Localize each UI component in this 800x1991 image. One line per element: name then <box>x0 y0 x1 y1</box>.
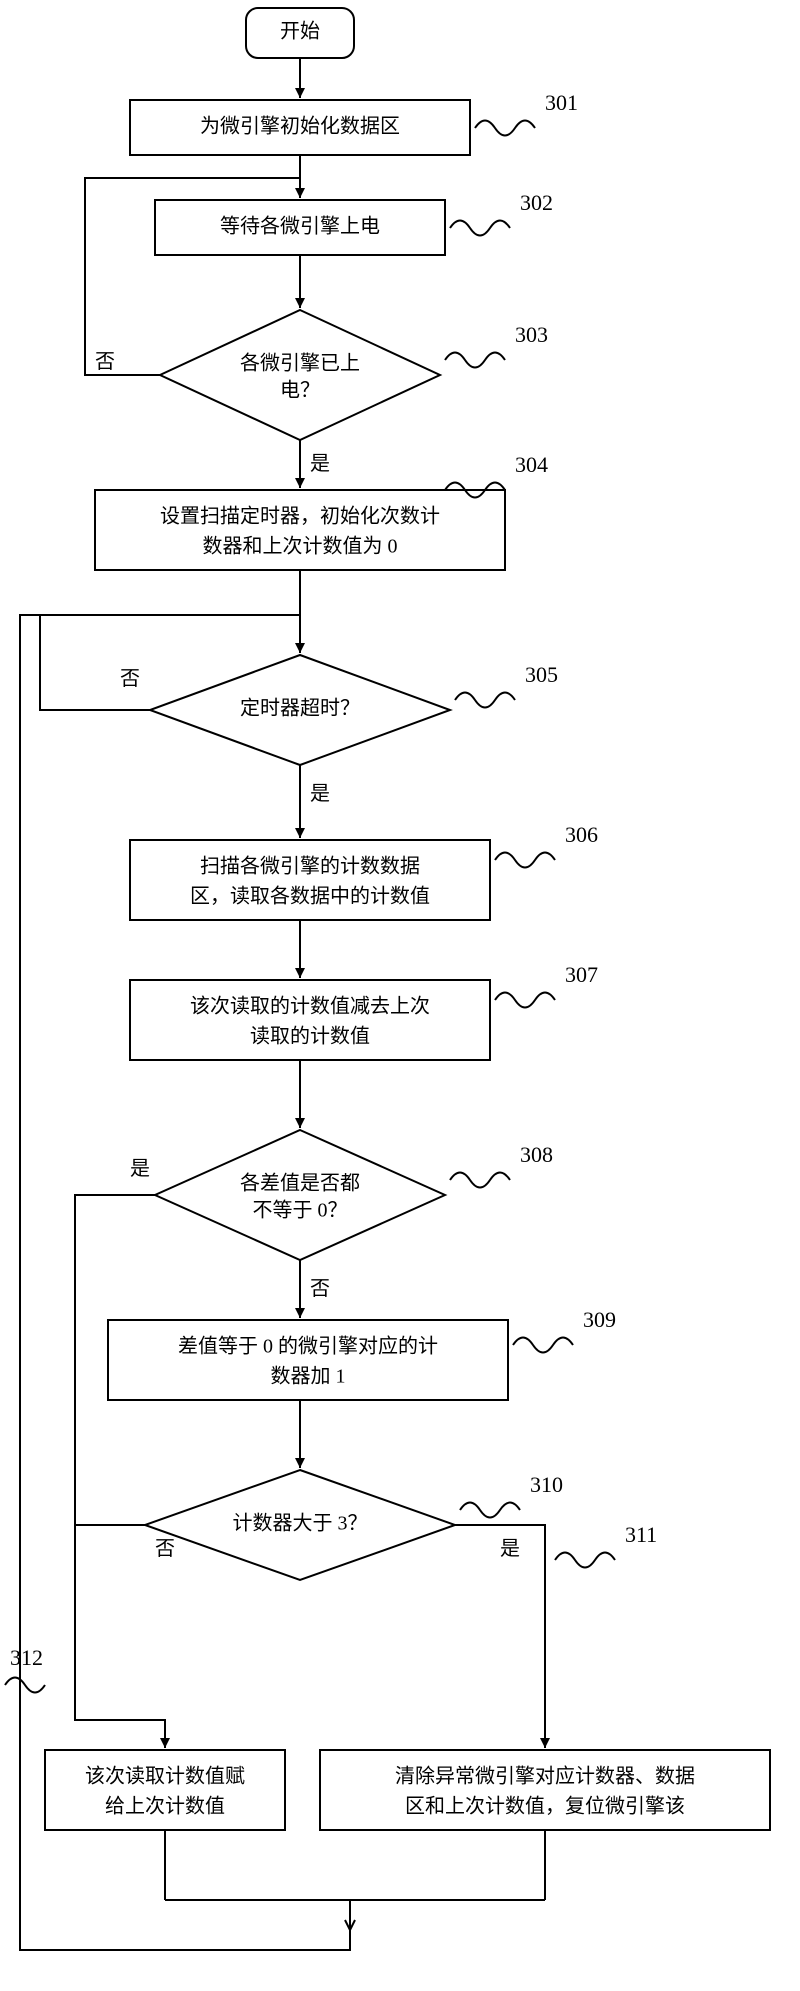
squiggle-310 <box>460 1503 520 1518</box>
node-305-label: 定时器超时？ <box>240 697 360 720</box>
num-301: 301 <box>545 90 578 115</box>
node-312-l1: 该次读取计数值赋 <box>85 1765 245 1788</box>
node-302-label: 等待各微引擎上电 <box>220 215 380 238</box>
node-303-l1: 各微引擎已上 <box>240 352 360 375</box>
label-308-no: 否 <box>310 1278 330 1300</box>
squiggle-308 <box>450 1173 510 1188</box>
label-310-yes: 是 <box>500 1538 520 1560</box>
squiggle-303 <box>445 353 505 368</box>
squiggle-307 <box>495 993 555 1008</box>
node-307 <box>130 980 490 1060</box>
squiggle-302 <box>450 221 510 236</box>
squiggle-311 <box>555 1553 615 1568</box>
label-305-yes: 是 <box>310 783 330 805</box>
num-310: 310 <box>530 1472 563 1497</box>
node-303-l2: 电？ <box>280 379 320 402</box>
num-306: 306 <box>565 822 598 847</box>
node-308 <box>155 1130 445 1260</box>
num-307: 307 <box>565 962 598 987</box>
node-308-l2: 不等于 0？ <box>253 1199 348 1222</box>
num-311: 311 <box>625 1522 657 1547</box>
node-304 <box>95 490 505 570</box>
num-304: 304 <box>515 452 548 477</box>
node-304-l2: 数器和上次计数值为 0 <box>203 535 398 558</box>
node-307-l1: 该次读取的计数值减去上次 <box>190 995 430 1018</box>
label-308-yes: 是 <box>130 1158 150 1180</box>
node-311-l1: 清除异常微引擎对应计数器、数据 <box>395 1765 695 1788</box>
node-308-l1: 各差值是否都 <box>240 1172 360 1195</box>
node-309-l1: 差值等于 0 的微引擎对应的计 <box>178 1335 438 1358</box>
node-start-label: 开始 <box>280 20 320 43</box>
squiggle-309 <box>513 1338 573 1353</box>
node-311-l2: 区和上次计数值，复位微引擎该 <box>405 1795 685 1818</box>
num-305: 305 <box>525 662 558 687</box>
node-306-l2: 区，读取各数据中的计数值 <box>190 885 430 908</box>
squiggle-306 <box>495 853 555 868</box>
squiggle-305 <box>455 693 515 708</box>
node-310-label: 计数器大于 3？ <box>233 1512 368 1535</box>
node-309 <box>108 1320 508 1400</box>
node-309-l2: 数器加 1 <box>271 1365 346 1388</box>
node-306 <box>130 840 490 920</box>
num-302: 302 <box>520 190 553 215</box>
node-307-l2: 读取的计数值 <box>250 1025 370 1048</box>
node-312-l2: 给上次计数值 <box>105 1795 225 1818</box>
node-303 <box>160 310 440 440</box>
num-309: 309 <box>583 1307 616 1332</box>
label-310-no: 否 <box>155 1538 175 1560</box>
label-303-no: 否 <box>95 351 115 373</box>
num-312: 312 <box>10 1645 43 1670</box>
label-303-yes: 是 <box>310 453 330 475</box>
num-308: 308 <box>520 1142 553 1167</box>
node-311 <box>320 1750 770 1830</box>
squiggle-301 <box>475 121 535 136</box>
squiggle-312 <box>5 1678 45 1693</box>
node-312 <box>45 1750 285 1830</box>
node-301-label: 为微引擎初始化数据区 <box>200 115 400 138</box>
flowchart: 开始 为微引擎初始化数据区 301 等待各微引擎上电 302 各微引擎已上 电？… <box>0 0 800 1991</box>
num-303: 303 <box>515 322 548 347</box>
node-306-l1: 扫描各微引擎的计数数据 <box>200 855 420 878</box>
node-304-l1: 设置扫描定时器，初始化次数计 <box>160 505 440 528</box>
label-305-no: 否 <box>120 668 140 690</box>
